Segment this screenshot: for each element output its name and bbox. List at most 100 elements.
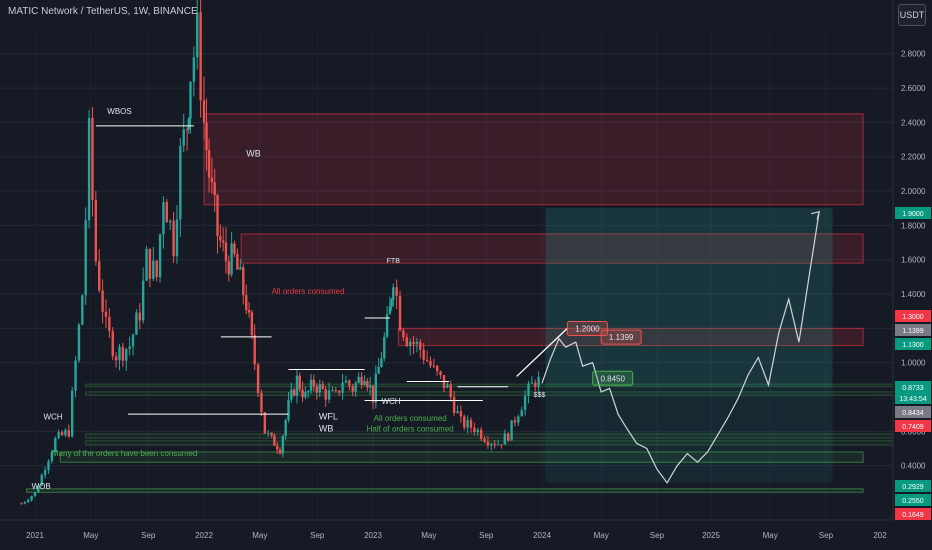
candle-body <box>43 470 47 475</box>
x-tick-label: Sep <box>650 531 665 540</box>
candle-body <box>520 410 523 417</box>
candle-body <box>256 364 260 393</box>
candle-body <box>169 220 172 223</box>
candle-body <box>135 312 138 335</box>
projection-path <box>541 211 820 484</box>
x-tick-label: 2023 <box>364 531 382 540</box>
candle-body <box>87 117 91 221</box>
candle-body <box>47 461 50 471</box>
candle-body <box>230 243 233 275</box>
price-label-box <box>895 494 931 506</box>
candle-body <box>338 390 341 393</box>
price-label: 1.1300 <box>902 342 924 349</box>
price-label-box <box>895 338 931 350</box>
currency-selector[interactable]: USDT <box>898 4 926 26</box>
candle-body <box>290 389 293 400</box>
candle-body <box>527 383 530 396</box>
candle-body <box>263 412 267 434</box>
candle-body <box>390 299 393 307</box>
candle-body <box>273 435 276 446</box>
price-axis <box>893 0 932 550</box>
candle-body <box>507 433 510 441</box>
y-tick-label: 1.0000 <box>901 359 926 368</box>
candle-body <box>449 384 452 398</box>
candle-body <box>405 337 408 347</box>
candle-body <box>247 310 251 313</box>
projection-arrowhead <box>811 210 820 220</box>
candle-body <box>456 411 459 414</box>
candle-body <box>315 386 319 393</box>
candle-body <box>111 331 114 357</box>
price-label-box <box>895 406 931 418</box>
candle-body <box>483 438 486 442</box>
candle-body <box>307 390 310 393</box>
y-tick-label: 1.4000 <box>901 290 926 299</box>
candle-body <box>510 420 513 441</box>
annotation-wbos: WBOS <box>107 107 131 116</box>
candle-body <box>253 335 256 365</box>
time-axis <box>0 520 932 550</box>
candle-body <box>182 129 185 146</box>
candle-body <box>281 436 285 454</box>
price-label: 0.2929 <box>902 484 924 491</box>
candle-body <box>138 312 141 321</box>
candle-body <box>165 202 169 223</box>
candle-body <box>145 248 148 281</box>
candle-body <box>298 375 301 390</box>
candle-body <box>27 500 30 502</box>
x-tick-label: May <box>594 531 609 540</box>
candle-body <box>84 220 87 296</box>
price-label-box <box>895 508 931 520</box>
candle-body <box>530 382 534 384</box>
candle-body <box>436 365 439 372</box>
y-tick-label: 1.6000 <box>901 256 926 265</box>
candle-body <box>363 380 366 386</box>
callout-0845: 0.8450 <box>600 374 625 383</box>
candle-body <box>366 380 369 388</box>
candle-body <box>23 501 27 504</box>
candle-body <box>245 295 248 311</box>
candle-body <box>476 429 479 433</box>
candle-body <box>162 202 165 235</box>
candle-body <box>152 260 155 279</box>
candle-body <box>81 295 84 325</box>
candle-body <box>371 385 375 403</box>
candle-body <box>374 373 378 403</box>
zone-supply <box>397 327 864 347</box>
candle-body <box>351 386 354 392</box>
candle-body <box>50 451 54 462</box>
candle-body <box>250 312 254 336</box>
candle-body <box>327 390 331 400</box>
candle-body <box>473 427 476 433</box>
candle-body <box>242 267 245 296</box>
candle-body <box>185 129 189 131</box>
candle-body <box>452 397 456 414</box>
candle-body <box>439 371 442 376</box>
candle-body <box>408 341 412 347</box>
candle-body <box>503 433 507 445</box>
candle-body <box>37 485 40 493</box>
candle-body <box>341 382 344 393</box>
annotation-all-consumed-top: All orders consumed <box>272 287 345 296</box>
candle-body <box>118 346 121 361</box>
candle-body <box>493 443 496 446</box>
candle-body <box>77 324 81 361</box>
candle-body <box>227 261 230 275</box>
annotation-wfl: WFL <box>319 411 338 421</box>
candle-body <box>321 384 324 390</box>
zone-demand <box>26 488 864 493</box>
callout-1200-box <box>566 320 608 336</box>
price-label: 1.9000 <box>902 211 924 218</box>
entry-zone <box>545 386 833 483</box>
chart-title: MATIC Network / TetherUS, 1W, BINANCE <box>8 6 198 17</box>
candle-body <box>175 219 179 257</box>
candle-body <box>270 432 273 436</box>
candle-body <box>205 122 208 151</box>
candle-body <box>131 334 135 347</box>
candle-body <box>419 342 422 350</box>
x-tick-label: May <box>252 531 267 540</box>
candle-body <box>155 260 158 278</box>
candle-body <box>301 389 304 398</box>
y-tick-label: 2.6000 <box>901 84 926 93</box>
